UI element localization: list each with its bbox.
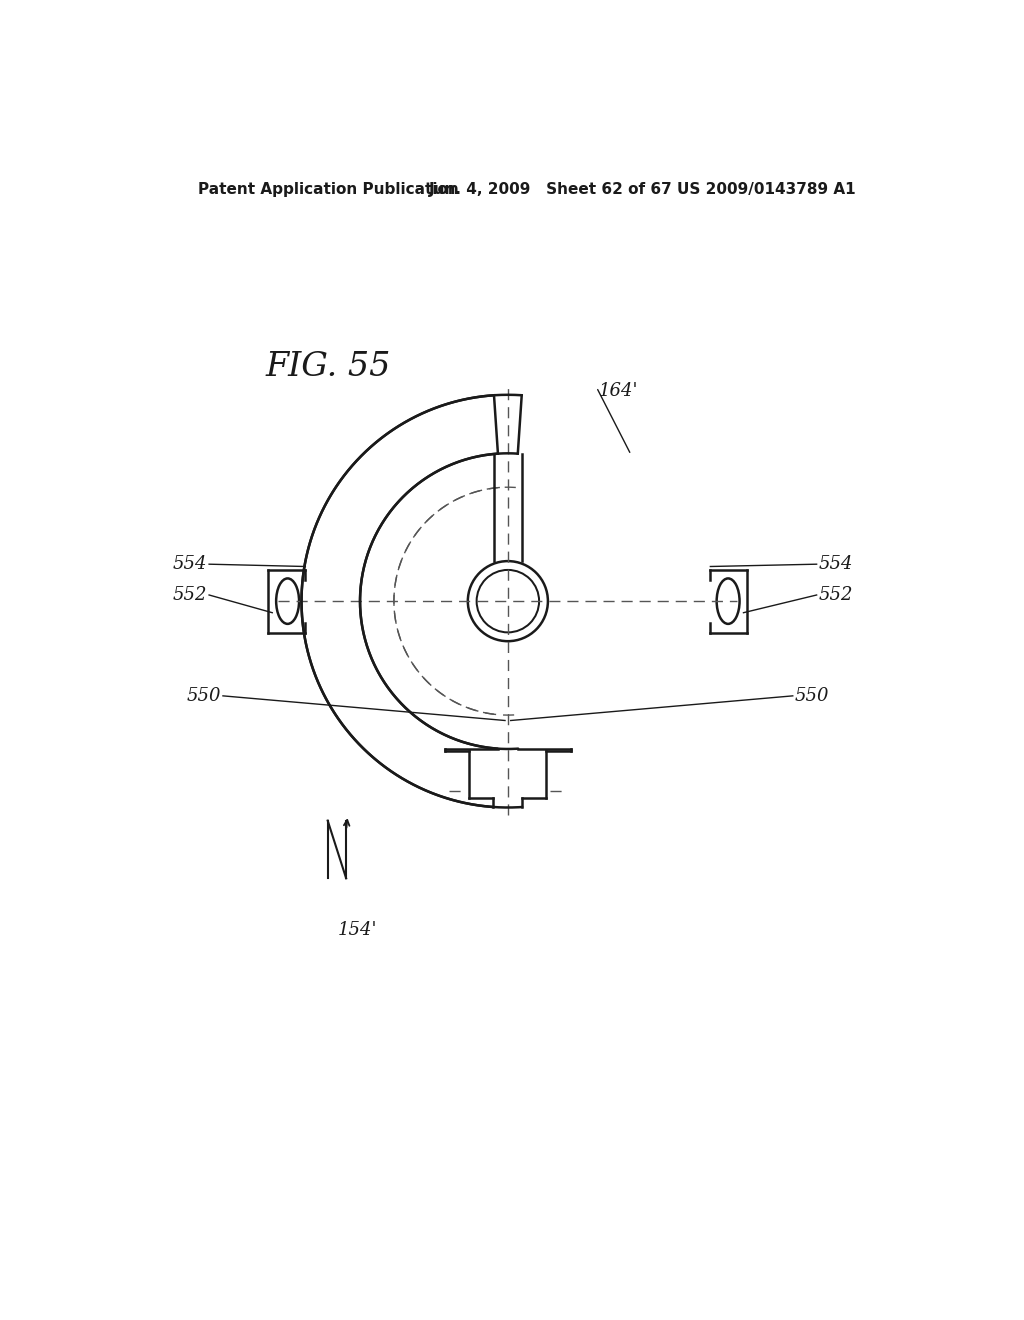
Text: US 2009/0143789 A1: US 2009/0143789 A1	[677, 182, 856, 197]
Text: 552: 552	[818, 586, 853, 605]
Text: 554: 554	[173, 556, 208, 573]
Text: FIG. 55: FIG. 55	[265, 351, 391, 383]
Text: 550: 550	[795, 686, 828, 705]
Text: Jun. 4, 2009   Sheet 62 of 67: Jun. 4, 2009 Sheet 62 of 67	[429, 182, 673, 197]
Text: 554: 554	[818, 556, 853, 573]
Text: Patent Application Publication: Patent Application Publication	[199, 182, 459, 197]
Text: 550: 550	[187, 686, 221, 705]
Text: 552: 552	[173, 586, 208, 605]
Text: 154': 154'	[338, 921, 378, 939]
Text: 164': 164'	[599, 381, 638, 400]
